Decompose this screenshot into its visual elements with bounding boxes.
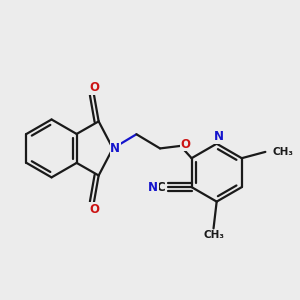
Text: O: O [181, 137, 190, 151]
Text: CH₃: CH₃ [272, 147, 293, 157]
Text: O: O [89, 81, 99, 94]
Text: O: O [89, 203, 99, 216]
Text: C: C [156, 181, 165, 194]
Text: N: N [148, 181, 158, 194]
Text: N: N [214, 130, 224, 143]
Text: CH₃: CH₃ [203, 230, 224, 240]
Text: N: N [110, 142, 120, 155]
